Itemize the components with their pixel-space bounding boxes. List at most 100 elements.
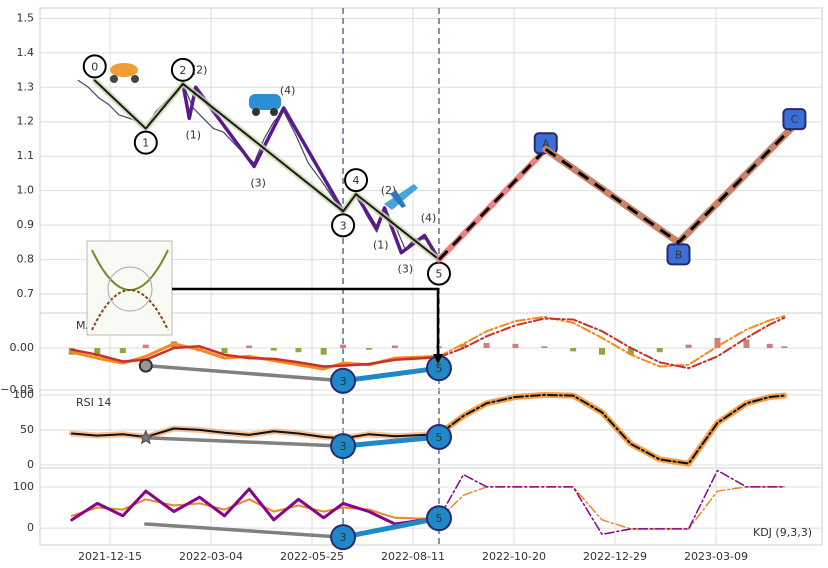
divergence-marker bbox=[330, 433, 357, 460]
wave-marker bbox=[344, 168, 369, 193]
histogram-bar bbox=[743, 339, 750, 349]
y-tick-label: 0.7 bbox=[17, 287, 35, 300]
line bbox=[438, 315, 786, 368]
x-tick-label: 2022-10-20 bbox=[482, 550, 546, 563]
subwave-label: (3) bbox=[250, 177, 266, 190]
x-tick-label: 2022-03-04 bbox=[179, 550, 243, 563]
plane-icon bbox=[384, 184, 418, 210]
divergence-label: 5 bbox=[435, 362, 442, 375]
y-tick-label: 1.2 bbox=[17, 115, 35, 128]
divergence-label: 3 bbox=[340, 440, 347, 453]
line bbox=[70, 345, 441, 368]
y-tick-label: 50 bbox=[20, 423, 34, 436]
inset-curve bbox=[91, 289, 169, 331]
histogram-bar bbox=[221, 348, 228, 354]
histogram-bar bbox=[320, 348, 327, 355]
y-tick-label: 0.9 bbox=[17, 218, 35, 231]
scooter-icon bbox=[110, 63, 139, 83]
line bbox=[144, 435, 345, 448]
line-dash-overlay bbox=[437, 148, 547, 261]
x-tick-label: 2022-08-11 bbox=[381, 550, 445, 563]
histogram-bar bbox=[142, 344, 149, 349]
histogram-bar bbox=[766, 343, 773, 349]
wave-label: 3 bbox=[340, 219, 347, 232]
histogram-bar bbox=[270, 348, 277, 351]
grid-layer: 2021-12-15 2022-03-04 2022-05-25 2022-08-11… bbox=[0, 7, 823, 563]
y-tick-label: 100 bbox=[13, 480, 34, 493]
data-layer: (0)(1)(2)(3)(4)(5)(0)(1)(2)(3)(4)(5)0123… bbox=[68, 54, 812, 551]
y-tick-label: 0 bbox=[27, 458, 34, 471]
y-tick-label: 1.4 bbox=[17, 46, 35, 59]
car-icon bbox=[249, 94, 281, 116]
y-tick-label: 100 bbox=[13, 388, 34, 401]
histogram-bar bbox=[781, 346, 788, 349]
divergence-marker bbox=[425, 505, 452, 532]
wave-label: 5 bbox=[435, 268, 442, 281]
divergence-label: 3 bbox=[340, 375, 347, 388]
panel-label: KDJ (9,3,3) bbox=[753, 526, 812, 539]
wave-marker bbox=[331, 213, 356, 238]
projection-label: C bbox=[791, 113, 799, 126]
line bbox=[181, 82, 345, 214]
divergence-label: 5 bbox=[435, 512, 442, 525]
line bbox=[144, 522, 345, 539]
y-tick-label: 1.5 bbox=[17, 11, 35, 24]
line bbox=[93, 79, 440, 261]
divergence-marker bbox=[330, 367, 357, 394]
histogram-bar bbox=[570, 348, 577, 352]
decoration-layer bbox=[86, 63, 443, 364]
histogram-bar bbox=[365, 348, 372, 350]
histogram-bar bbox=[483, 342, 490, 349]
subwave-label: (4) bbox=[280, 84, 296, 97]
subwave-label: (2) bbox=[192, 63, 208, 76]
x-tick-label: 2022-12-29 bbox=[583, 550, 647, 563]
subwave-label: (1) bbox=[373, 239, 389, 252]
start-marker bbox=[137, 429, 154, 445]
inset-circle bbox=[107, 266, 153, 312]
histogram-bar bbox=[295, 348, 302, 353]
line bbox=[70, 487, 441, 526]
histogram-bar bbox=[685, 344, 692, 349]
histogram-bar bbox=[656, 348, 663, 353]
subwave-label: (3) bbox=[398, 263, 414, 276]
x-tick-label: 2023-03-09 bbox=[684, 550, 748, 563]
line bbox=[144, 363, 345, 383]
x-tick-label: 2022-05-25 bbox=[280, 550, 344, 563]
subwave-label: (4) bbox=[421, 211, 437, 224]
connector bbox=[172, 287, 440, 360]
histogram-bar bbox=[599, 348, 606, 355]
subwave-label: (1) bbox=[185, 128, 201, 141]
line bbox=[340, 365, 442, 384]
line bbox=[438, 393, 786, 465]
inset-thumbnail bbox=[86, 240, 173, 336]
histogram-bar bbox=[119, 348, 126, 354]
histogram-bar bbox=[94, 348, 101, 357]
histogram-bar bbox=[246, 345, 253, 349]
histogram-bar bbox=[627, 348, 634, 355]
line-dash-overlay bbox=[544, 124, 796, 244]
panel-label: RSI 14 bbox=[76, 396, 111, 409]
wave-label: 0 bbox=[91, 60, 98, 73]
line bbox=[438, 469, 785, 536]
projection-label: B bbox=[675, 248, 683, 261]
line bbox=[340, 434, 442, 449]
projection-marker bbox=[782, 108, 807, 131]
histogram-bar bbox=[512, 343, 519, 349]
histogram-bar bbox=[460, 343, 467, 349]
divergence-label: 5 bbox=[435, 431, 442, 444]
projection-label: A bbox=[542, 137, 550, 150]
histogram-bar bbox=[714, 337, 721, 349]
panel-frame bbox=[39, 467, 823, 546]
y-tick-label: 1.1 bbox=[17, 149, 35, 162]
line bbox=[340, 515, 442, 540]
y-tick-label: 0.8 bbox=[17, 253, 35, 266]
wave-marker bbox=[82, 54, 107, 79]
y-tick-label: 0.00 bbox=[10, 341, 35, 354]
histogram-bar bbox=[340, 344, 347, 349]
connector-arrow bbox=[433, 354, 443, 364]
line bbox=[354, 192, 441, 262]
y-tick-label: 0 bbox=[27, 521, 34, 534]
histogram-bar bbox=[391, 345, 398, 349]
